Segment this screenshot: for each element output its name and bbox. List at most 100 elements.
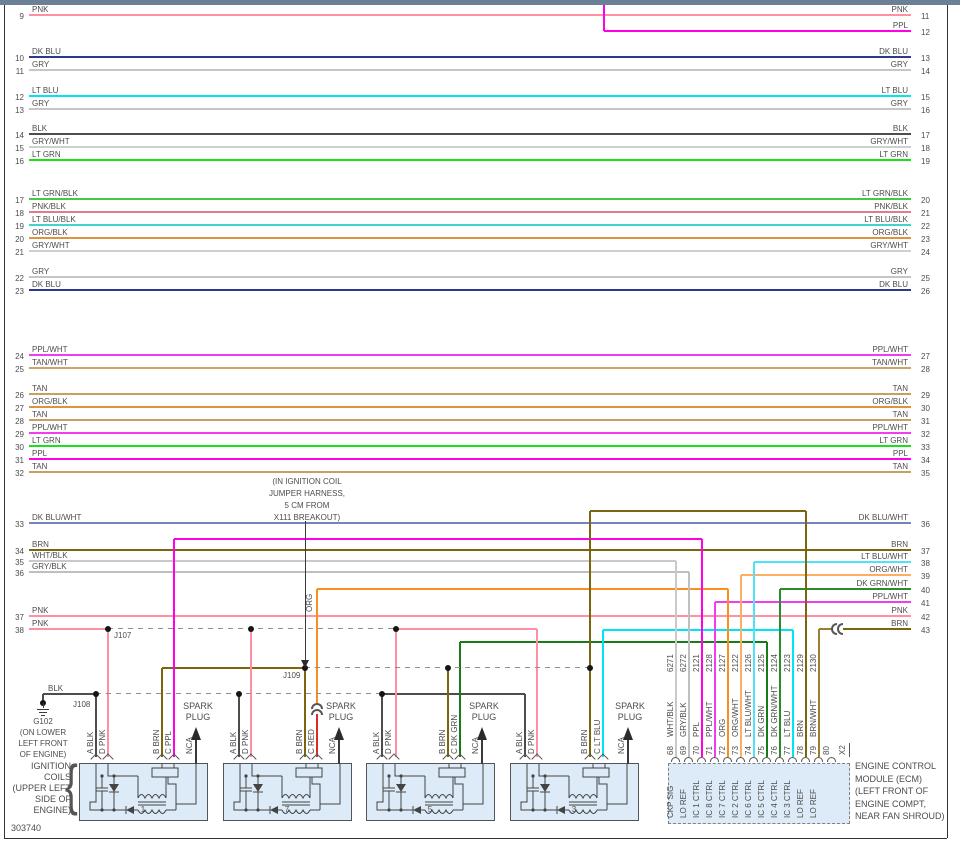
wire-number-left: 21: [15, 248, 24, 257]
wire-v-brn: [161, 668, 163, 757]
wire-number-right: 29: [921, 391, 930, 400]
coil-pin-label: A BLK: [515, 731, 524, 754]
ecm-pin-function: IC 5 CTRL: [757, 780, 766, 818]
ground-hatch-line: [41, 715, 45, 716]
coil-pin-label: B BRN: [295, 729, 304, 754]
ecm-note-line: ENGINE COMPT,: [855, 798, 927, 809]
spark-plug-lead-line: [195, 740, 197, 764]
ecm-pin-socket-icon: [788, 757, 797, 762]
ecm-circuit-number: 2125: [757, 654, 766, 672]
junction-dot: [105, 626, 111, 632]
wire-row-brn: [843, 628, 911, 630]
wire-color-label-left: PPL/WHT: [32, 345, 68, 354]
ecm-pin-number: 69: [679, 746, 688, 755]
inline-connector-icon: [831, 623, 837, 635]
wire-v-ltbluwht: [753, 562, 755, 757]
spark-plug-label: PLUG: [617, 712, 643, 722]
wire-row-ltblu: [29, 95, 911, 97]
wire-row-pnk: [29, 628, 108, 630]
junction-dot: [93, 691, 99, 697]
spark-plug-label: SPARK: [183, 701, 213, 711]
wire-number-right: 36: [921, 520, 930, 529]
wire-number-right: 21: [921, 209, 930, 218]
ecm-circuit-number: 2122: [731, 654, 740, 672]
wire-v-whtblk: [675, 561, 677, 757]
ecm-wire-color-label: DK GRN/WHT: [770, 685, 779, 737]
wire-v-org: [727, 589, 729, 757]
ecm-pin-number: 76: [770, 746, 779, 755]
wire-color-label-right: PPL: [892, 449, 908, 458]
wire-number-left: 26: [15, 391, 24, 400]
coil-number: 7: [284, 805, 290, 814]
ecm-pin-function: IC 8 CTRL: [705, 780, 714, 818]
wire-number-right: 11: [921, 12, 930, 21]
wire-v-blk: [381, 694, 383, 757]
wire-v-dkgrn: [459, 642, 461, 757]
annotation-pointer-line: [305, 521, 306, 660]
page-border-left-border: [4, 5, 5, 838]
wire-h-brn: [162, 667, 305, 669]
wire-color-label-left: BLK: [32, 124, 48, 133]
ecm-pin-function: IC 1 CTRL: [692, 780, 701, 818]
wire-row-orgblk: [29, 406, 911, 408]
wire-row-ltgrnblk: [29, 198, 911, 200]
ecm-wire-color-label: DK GRN: [757, 705, 766, 737]
ignition-coil-box-1: [79, 763, 208, 821]
wire-number-right: 16: [921, 106, 930, 115]
wire-color-label-left: GRY: [32, 267, 50, 276]
wire-color-label-right: DK BLU/WHT: [858, 513, 908, 522]
junction-dot: [393, 626, 399, 632]
wire-color-label-right: TAN: [892, 384, 908, 393]
wire-row-blk: [29, 133, 911, 135]
coil-pin-label: B BRN: [152, 729, 161, 754]
coil-pin-label-nca: NCA: [617, 737, 626, 754]
wire-number-left: 32: [15, 469, 24, 478]
ecm-wire-color-label: BRN: [796, 720, 805, 737]
ignition-coils-brace: {: [64, 753, 78, 816]
ecm-circuit-number: 2123: [783, 654, 792, 672]
ignition-coils-note-line: ENGINE): [33, 805, 71, 815]
wire-color-label-right: PPL/WHT: [872, 592, 908, 601]
ground-hatch-line: [39, 712, 47, 713]
wire-row-dkgrnwht: [780, 588, 911, 590]
wire-v-blk: [42, 694, 44, 703]
wire-number-left: 10: [15, 54, 24, 63]
ecm-pin-socket-icon: [801, 757, 810, 762]
ignition-coils-note-line: (UPPER LEFT: [12, 783, 71, 793]
ignition-coils-note-line: IGNITION: [31, 761, 71, 771]
wire-color-label-left: PNK/BLK: [32, 202, 66, 211]
annotation-arrow-icon: [301, 660, 309, 668]
jumper-label-j108: J108: [73, 700, 91, 709]
wire-color-vlabel-org: ORG: [305, 593, 314, 612]
wire-number-right: 30: [921, 404, 930, 413]
wire-row-whtblk: [29, 560, 676, 562]
ecm-connector-box: [668, 763, 850, 824]
wire-v-ltblu: [792, 630, 794, 757]
wire-color-label-left: PNK: [32, 606, 49, 615]
page-border-bottom-border: [4, 838, 947, 839]
wire-v-blk: [238, 694, 240, 757]
wire-color-label-left: PNK: [32, 5, 49, 14]
wire-color-label-left: GRY/WHT: [32, 241, 70, 250]
coil-pin-label: A BLK: [372, 731, 381, 754]
wire-number-right: 37: [921, 547, 930, 556]
ecm-pin-number: 78: [796, 746, 805, 755]
wire-v-brn: [304, 668, 306, 757]
ecm-wire-color-label: ORG/WHT: [731, 698, 740, 737]
wire-color-label-right: LT BLU/WHT: [861, 552, 908, 561]
wire-number-right: 17: [921, 131, 930, 140]
spark-plug-label: SPARK: [615, 701, 645, 711]
ecm-pin-function: IC 6 CTRL: [744, 780, 753, 818]
wire-number-left: 30: [15, 443, 24, 452]
wire-color-label-left: TAN/WHT: [32, 358, 68, 367]
ecm-wire-color-label: GRY/BLK: [679, 702, 688, 737]
wire-color-label-right: PNK: [891, 5, 908, 14]
junction-dot: [587, 665, 593, 671]
wire-color-label-left: DK BLU: [32, 280, 61, 289]
wire-color-label-left: DK BLU: [32, 47, 61, 56]
wire-number-right: 22: [921, 222, 930, 231]
wire-h-org: [317, 588, 728, 590]
wire-color-label-right: BRN: [891, 540, 908, 549]
wire-color-label-right: GRY/WHT: [870, 137, 908, 146]
wire-color-label-right: LT BLU: [881, 86, 908, 95]
